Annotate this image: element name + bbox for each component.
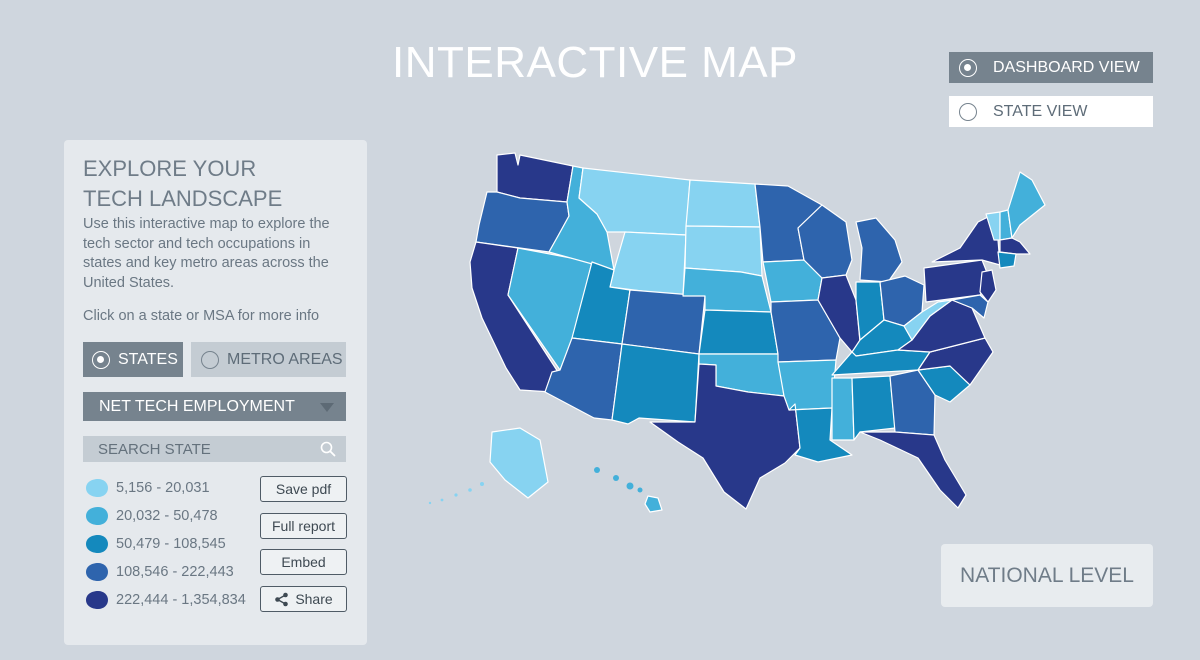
state-mississippi[interactable]	[831, 377, 855, 441]
share-button-label: Share	[295, 591, 333, 607]
radio-selected-icon	[92, 350, 110, 369]
legend-item-4: 108,546 - 222,443	[84, 561, 234, 583]
chevron-down-icon	[320, 403, 334, 412]
national-level-button[interactable]: NATIONAL LEVEL	[941, 544, 1153, 607]
legend-swatch-5-icon	[86, 591, 108, 609]
legend-item-2: 20,032 - 50,478	[84, 505, 218, 527]
state-wisconsin[interactable]	[797, 204, 853, 279]
search-state-input[interactable]	[83, 436, 308, 462]
state-view-label: STATE VIEW	[993, 102, 1088, 120]
state-colorado[interactable]	[621, 289, 706, 355]
metro-areas-toggle-label: METRO AREAS	[227, 350, 343, 368]
dashboard-view-option[interactable]: DASHBOARD VIEW	[949, 52, 1153, 83]
metric-select-value: NET TECH EMPLOYMENT	[99, 397, 295, 415]
legend-swatch-4-icon	[86, 563, 108, 581]
state-north-dakota[interactable]	[685, 179, 761, 228]
state-kansas[interactable]	[698, 309, 779, 355]
search-icon[interactable]	[320, 441, 336, 457]
state-florida[interactable]	[859, 431, 967, 509]
share-button[interactable]: Share	[260, 586, 347, 612]
state-wyoming[interactable]	[609, 231, 687, 297]
legend-label-4: 108,546 - 222,443	[116, 564, 234, 580]
hawaii-islands	[594, 467, 643, 493]
legend-item-1: 5,156 - 20,031	[84, 477, 210, 499]
legend-swatch-1-icon	[86, 479, 108, 497]
legend-swatch-3-icon	[86, 535, 108, 553]
state-michigan[interactable]	[855, 217, 903, 283]
states-toggle-label: STATES	[118, 350, 178, 368]
save-pdf-button[interactable]: Save pdf	[260, 476, 347, 502]
state-maryland[interactable]	[951, 294, 989, 319]
state-massachusetts[interactable]	[999, 237, 1031, 255]
legend-label-2: 20,032 - 50,478	[116, 508, 218, 524]
states-toggle[interactable]: STATES	[83, 342, 183, 377]
state-view-option[interactable]: STATE VIEW	[949, 96, 1153, 127]
metro-areas-toggle[interactable]: METRO AREAS	[191, 342, 346, 377]
full-report-button[interactable]: Full report	[260, 513, 347, 539]
page-title: INTERACTIVE MAP	[392, 38, 798, 87]
metric-select[interactable]: NET TECH EMPLOYMENT	[83, 392, 346, 421]
state-georgia[interactable]	[889, 369, 936, 436]
state-connecticut[interactable]	[997, 251, 1017, 269]
state-new-jersey[interactable]	[979, 269, 997, 303]
legend-label-3: 50,479 - 108,545	[116, 536, 226, 552]
state-alabama[interactable]	[851, 375, 896, 441]
legend-label-1: 5,156 - 20,031	[116, 480, 210, 496]
radio-unselected-icon	[201, 350, 219, 369]
legend-swatch-2-icon	[86, 507, 108, 525]
state-texas[interactable]	[649, 363, 801, 510]
state-new-mexico[interactable]	[611, 343, 700, 425]
dashboard-view-label: DASHBOARD VIEW	[993, 58, 1140, 76]
legend-item-3: 50,479 - 108,545	[84, 533, 226, 555]
explore-panel: EXPLORE YOUR TECH LANDSCAPE Use this int…	[64, 140, 367, 645]
state-arkansas[interactable]	[777, 359, 837, 411]
share-icon	[275, 592, 289, 606]
radio-unselected-icon	[959, 102, 977, 121]
radio-selected-icon	[959, 58, 977, 77]
state-hawaii[interactable]	[644, 495, 663, 513]
alaska-islands	[428, 482, 484, 505]
state-alaska[interactable]	[489, 427, 549, 499]
panel-description: Use this interactive map to explore the …	[83, 216, 330, 291]
legend-label-5: 222,444 - 1,354,834	[116, 592, 246, 608]
search-state-box	[83, 436, 346, 462]
us-choropleth-map	[428, 152, 1046, 513]
state-louisiana[interactable]	[788, 403, 853, 463]
panel-hint: Click on a state or MSA for more info	[83, 308, 320, 324]
embed-button[interactable]: Embed	[260, 549, 347, 575]
legend-item-5: 222,444 - 1,354,834	[84, 589, 246, 611]
panel-title: EXPLORE YOUR TECH LANDSCAPE	[83, 156, 283, 211]
state-maine[interactable]	[1007, 171, 1046, 239]
